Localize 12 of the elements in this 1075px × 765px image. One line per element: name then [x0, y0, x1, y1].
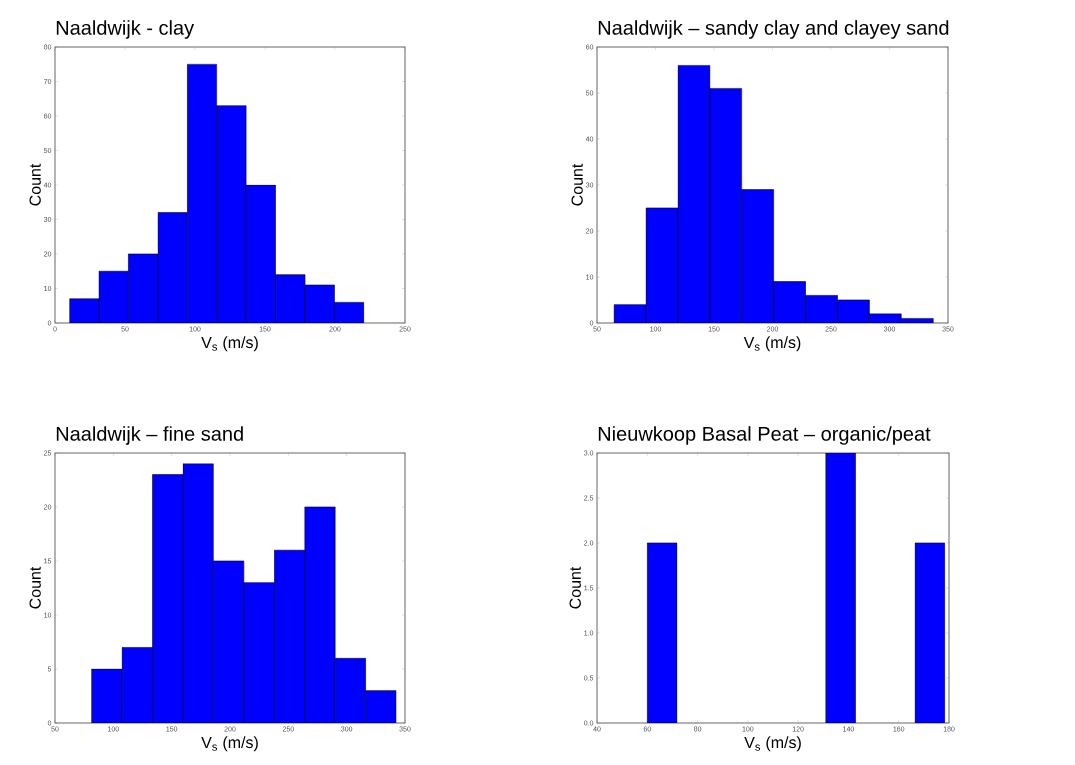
y-axis-title: Count [569, 566, 581, 609]
chart-title: Nieuwkoop Basal Peat – organic/peat [598, 426, 931, 445]
x-axis-title: V$_{s}$ (m/s) [743, 336, 801, 352]
chart-title: Naaldwijk – fine sand [56, 426, 243, 445]
x-axis-title: V$_{s}$ (m/s) [201, 736, 258, 752]
x-axis-title: V$_{s}$ (m/s) [201, 336, 258, 352]
chart-title: Naaldwijk – sandy clay and clayey sand [598, 20, 949, 39]
y-axis-title: Count [29, 566, 41, 609]
y-axis-title: Count [571, 163, 583, 206]
y-axis-title: Count [29, 163, 41, 206]
chart-title: Naaldwijk - clay [56, 20, 195, 39]
x-axis-title: V$_{s}$ (m/s) [744, 736, 801, 752]
